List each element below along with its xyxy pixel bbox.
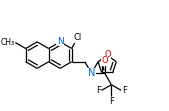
Text: O: O (101, 56, 108, 65)
Text: CH₃: CH₃ (0, 38, 14, 47)
Text: F: F (109, 97, 114, 106)
Text: O: O (104, 50, 111, 59)
Text: Cl: Cl (74, 33, 82, 42)
Text: N: N (88, 68, 95, 78)
Text: F: F (96, 86, 101, 95)
Text: N: N (57, 37, 64, 46)
Text: F: F (122, 86, 127, 95)
